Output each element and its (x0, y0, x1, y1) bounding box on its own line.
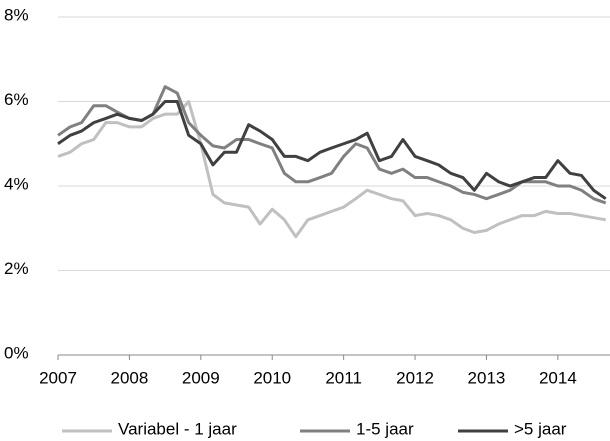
x-tick-label: 2014 (539, 368, 577, 387)
series-line (57, 85, 607, 205)
x-tick-label: 2013 (468, 368, 506, 387)
y-tick-label: 8% (4, 5, 29, 24)
y-tick-label: 2% (4, 259, 29, 278)
x-tick-label: 2012 (396, 368, 434, 387)
x-tick-label: 2009 (182, 368, 220, 387)
y-tick-label: 0% (4, 343, 29, 362)
y-tick-label: 6% (4, 90, 29, 109)
series-line (57, 100, 607, 200)
series-line (57, 100, 606, 239)
x-tick-label: 2008 (110, 368, 148, 387)
x-tick-label: 2007 (39, 368, 77, 387)
legend-label: Variabel - 1 jaar (118, 419, 237, 438)
legend-label: 1-5 jaar (356, 419, 414, 438)
y-tick-label: 4% (4, 174, 29, 193)
x-tick-label: 2011 (325, 368, 362, 387)
x-tick-label: 2010 (253, 368, 291, 387)
legend-label: >5 jaar (514, 419, 567, 438)
